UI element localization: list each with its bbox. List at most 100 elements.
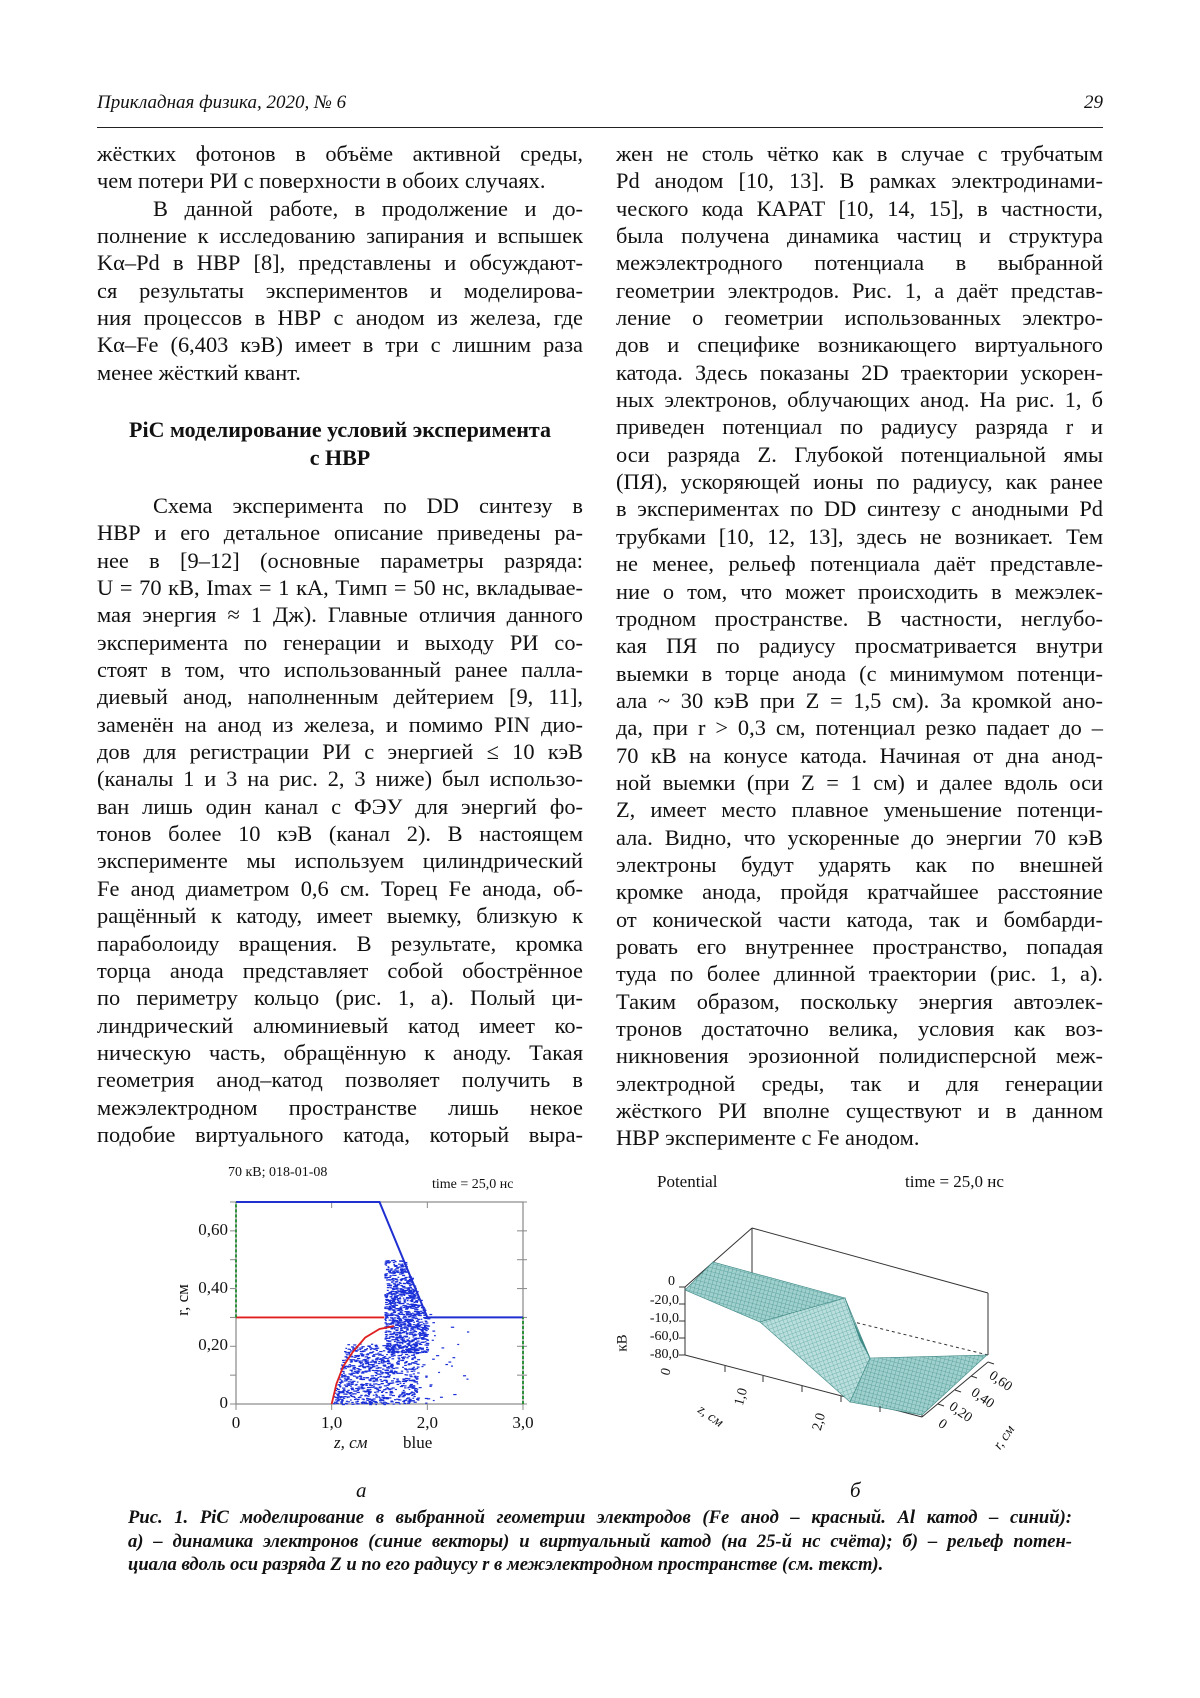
electron-point	[423, 1315, 426, 1316]
electron-point	[383, 1380, 385, 1381]
electron-point	[386, 1338, 389, 1339]
electron-point	[365, 1349, 367, 1350]
electron-point	[397, 1322, 400, 1323]
electron-point	[411, 1349, 414, 1350]
electron-point	[363, 1391, 365, 1392]
electron-point	[385, 1322, 387, 1323]
y-tick-label: 0	[220, 1393, 229, 1413]
electron-point	[402, 1338, 405, 1339]
electron-point	[390, 1275, 392, 1276]
electron-point	[399, 1336, 402, 1337]
electron-point	[376, 1378, 378, 1379]
electron-point	[344, 1376, 346, 1377]
electron-point	[417, 1368, 419, 1369]
electron-point	[359, 1396, 361, 1397]
electron-point	[394, 1344, 396, 1345]
electron-point	[384, 1312, 387, 1313]
electron-point	[391, 1328, 394, 1329]
electron-point	[399, 1342, 402, 1343]
electron-point	[389, 1285, 392, 1286]
electron-point	[409, 1304, 412, 1305]
electron-point	[425, 1335, 427, 1336]
electron-point	[402, 1347, 404, 1348]
electron-point	[346, 1401, 348, 1402]
electron-point	[408, 1345, 411, 1346]
electron-point	[360, 1384, 363, 1385]
electron-point	[390, 1307, 392, 1308]
electron-point	[416, 1389, 418, 1390]
electron-point	[417, 1338, 419, 1339]
electron-point	[404, 1328, 406, 1329]
electron-point	[380, 1379, 382, 1380]
electron-point	[407, 1403, 410, 1404]
electron-point	[399, 1320, 402, 1321]
text-line: ала ~ 30 кэВ при Z = 1,5 см). За кромкой…	[616, 687, 1103, 714]
electron-point	[389, 1334, 392, 1335]
electron-point	[386, 1348, 389, 1349]
page-number: 29	[1084, 92, 1103, 114]
electron-point	[385, 1397, 387, 1398]
electron-point	[388, 1350, 391, 1351]
electron-point	[389, 1392, 392, 1393]
electron-point	[391, 1305, 394, 1306]
electron-point	[403, 1268, 406, 1269]
electron-point	[395, 1402, 398, 1403]
electron-point	[403, 1292, 405, 1293]
electron-point	[387, 1360, 390, 1361]
electron-point	[361, 1384, 363, 1385]
electron-point	[404, 1270, 406, 1271]
electron-point	[363, 1403, 366, 1404]
electron-point	[414, 1363, 417, 1364]
electron-point	[387, 1376, 390, 1377]
electron-point	[386, 1403, 389, 1404]
electron-point	[411, 1371, 413, 1372]
electron-point	[414, 1347, 417, 1348]
electron-point	[401, 1261, 403, 1262]
electron-point	[357, 1401, 359, 1402]
electron-point	[347, 1344, 350, 1345]
electron-point	[398, 1322, 401, 1323]
electron-point	[371, 1367, 373, 1368]
electron-point	[395, 1271, 398, 1272]
electron-point	[359, 1369, 361, 1370]
electron-point	[412, 1298, 415, 1299]
electron-point	[407, 1292, 409, 1293]
electron-point	[402, 1291, 405, 1292]
electron-point	[399, 1282, 401, 1283]
electron-point	[422, 1327, 425, 1328]
electron-point	[385, 1330, 387, 1331]
electron-point	[381, 1362, 383, 1363]
electron-point	[391, 1315, 394, 1316]
electron-point	[420, 1333, 423, 1334]
electron-point	[425, 1351, 427, 1352]
electron-point	[400, 1327, 402, 1328]
xaxis-label: z, см	[694, 1403, 726, 1432]
electron-point	[352, 1365, 355, 1366]
text-line: жёсткого РИ вполне существуют и в данном	[616, 1097, 1103, 1124]
electron-point	[386, 1369, 388, 1370]
electron-point	[374, 1348, 377, 1349]
electron-point	[385, 1316, 387, 1317]
electron-point	[389, 1394, 392, 1395]
electron-point	[385, 1314, 387, 1315]
electron-point	[350, 1365, 353, 1366]
electron-point	[393, 1300, 395, 1301]
electron-point	[391, 1282, 394, 1283]
electron-point	[404, 1292, 406, 1293]
electron-point	[383, 1350, 385, 1351]
electron-point	[361, 1348, 363, 1349]
electron-point	[360, 1344, 362, 1345]
electron-point	[384, 1319, 386, 1320]
electron-point	[379, 1367, 382, 1368]
electron-point	[381, 1392, 383, 1393]
electron-point	[413, 1344, 415, 1345]
electron-point	[398, 1361, 400, 1362]
electron-point	[410, 1293, 413, 1294]
electron-point	[396, 1349, 399, 1350]
electron-point	[356, 1371, 359, 1372]
electron-point	[414, 1290, 417, 1291]
electron-point	[380, 1376, 382, 1377]
electron-point	[409, 1378, 411, 1379]
electron-point	[412, 1352, 414, 1353]
electron-point	[367, 1363, 369, 1364]
